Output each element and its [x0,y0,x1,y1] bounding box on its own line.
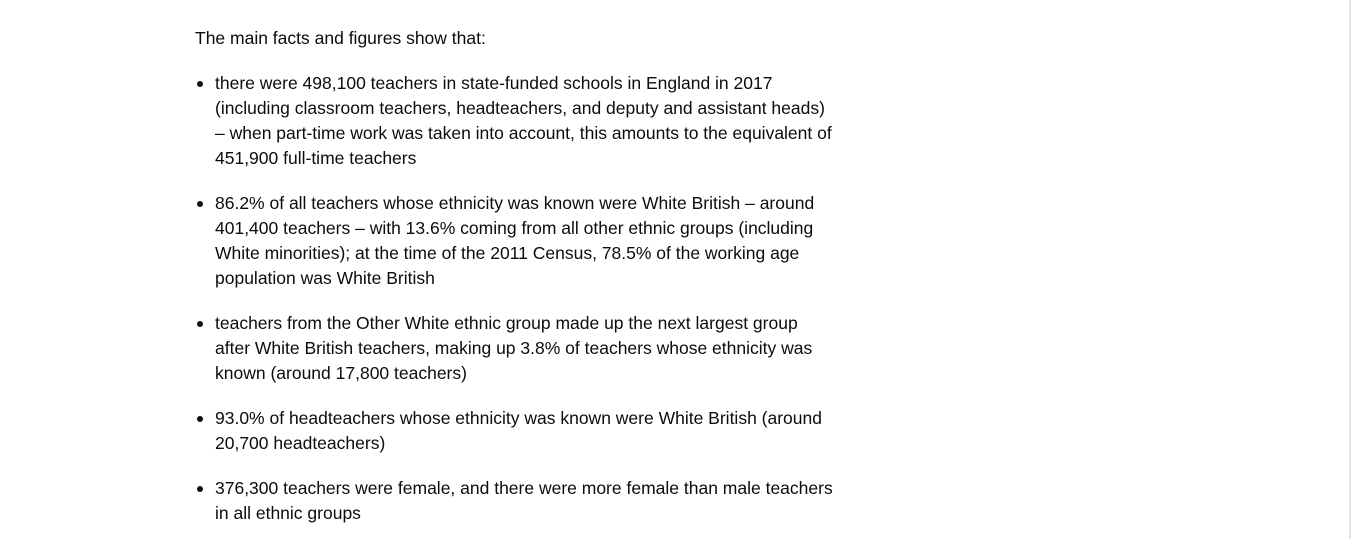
bullet-icon [197,416,203,422]
bullet-icon [197,81,203,87]
list-item-text: 86.2% of all teachers whose ethnicity wa… [215,193,815,288]
bullet-icon [197,321,203,327]
list-item: teachers from the Other White ethnic gro… [195,311,835,386]
list-item: 376,300 teachers were female, and there … [195,476,835,526]
scrollbar-track[interactable] [1349,0,1351,539]
list-item: 93.0% of headteachers whose ethnicity wa… [195,406,835,456]
list-item: there were 498,100 teachers in state-fun… [195,71,835,171]
intro-text: The main facts and figures show that: [195,28,486,48]
facts-list: there were 498,100 teachers in state-fun… [195,71,835,526]
list-item-text: there were 498,100 teachers in state-fun… [215,73,832,168]
bullet-icon [197,201,203,207]
list-item-text: 376,300 teachers were female, and there … [215,478,833,523]
main-content: The main facts and figures show that: th… [195,26,835,539]
bullet-icon [197,486,203,492]
list-item-text: teachers from the Other White ethnic gro… [215,313,813,383]
list-item-text: 93.0% of headteachers whose ethnicity wa… [215,408,822,453]
list-item: 86.2% of all teachers whose ethnicity wa… [195,191,835,291]
